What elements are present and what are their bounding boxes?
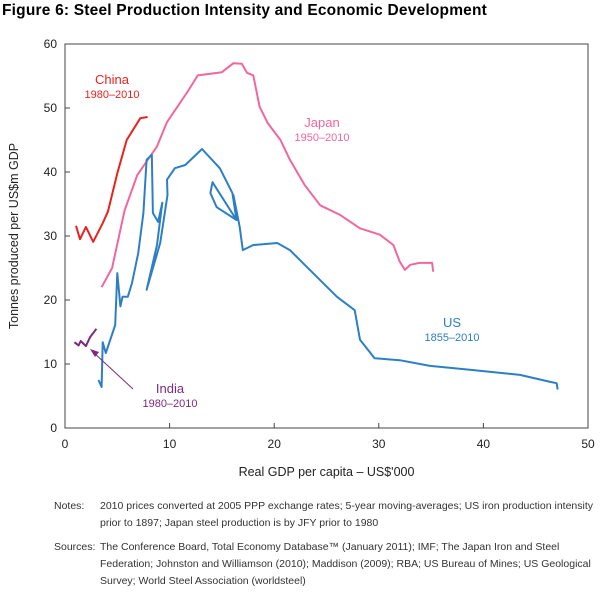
- series-period-japan: 1950–2010: [294, 132, 349, 144]
- y-tick-label: 40: [44, 165, 58, 179]
- x-tick-label: 30: [372, 437, 386, 451]
- sources-label: Sources:: [54, 541, 96, 553]
- series-period-us: 1855–2010: [424, 332, 479, 344]
- x-tick-label: 0: [62, 437, 69, 451]
- series-period-china: 1980–2010: [84, 89, 139, 101]
- notes: Notes: 2010 prices converted at 2005 PPP…: [54, 498, 600, 532]
- arrow-head-icon: [90, 349, 99, 357]
- x-tick-label: 10: [163, 437, 177, 451]
- notes-label: Notes:: [54, 500, 85, 512]
- notes-text: 2010 prices converted at 2005 PPP exchan…: [100, 500, 594, 529]
- series-line-us: [97, 148, 559, 390]
- plot-frame: [64, 43, 589, 429]
- y-axis-label: Tonnes produced per US$m GDP: [7, 143, 21, 329]
- x-tick-label: 20: [268, 437, 282, 451]
- y-tick-label: 50: [44, 101, 58, 115]
- series-line-japan: [100, 62, 435, 288]
- series-label-india: India: [156, 381, 185, 396]
- x-axis-label: Real GDP per capita – US$'000: [239, 465, 415, 479]
- y-tick-label: 20: [44, 293, 58, 307]
- y-tick-label: 60: [44, 37, 58, 51]
- x-tick-label: 40: [477, 437, 491, 451]
- y-tick-label: 30: [44, 229, 58, 243]
- y-tick-label: 0: [50, 421, 57, 435]
- series-label-japan: Japan: [304, 115, 339, 130]
- sources: Sources: The Conference Board, Total Eco…: [54, 539, 600, 590]
- india-pointer-arrow: [92, 351, 134, 390]
- line-chart: 0 10 20 30 40 50 60 0 10 20 30 40 50 Real GDP per cap…: [7, 37, 595, 479]
- series-line-china: [75, 116, 148, 243]
- x-tick-label: 50: [581, 437, 595, 451]
- series-label-us: US: [443, 315, 461, 330]
- chart-title: Figure 6: Steel Production Intensity and…: [2, 2, 488, 19]
- series-label-china: China: [95, 72, 130, 87]
- y-tick-label: 10: [44, 357, 58, 371]
- series-period-india: 1980–2010: [142, 398, 197, 410]
- sources-text: The Conference Board, Total Economy Data…: [100, 541, 591, 587]
- series-line-india: [73, 328, 98, 348]
